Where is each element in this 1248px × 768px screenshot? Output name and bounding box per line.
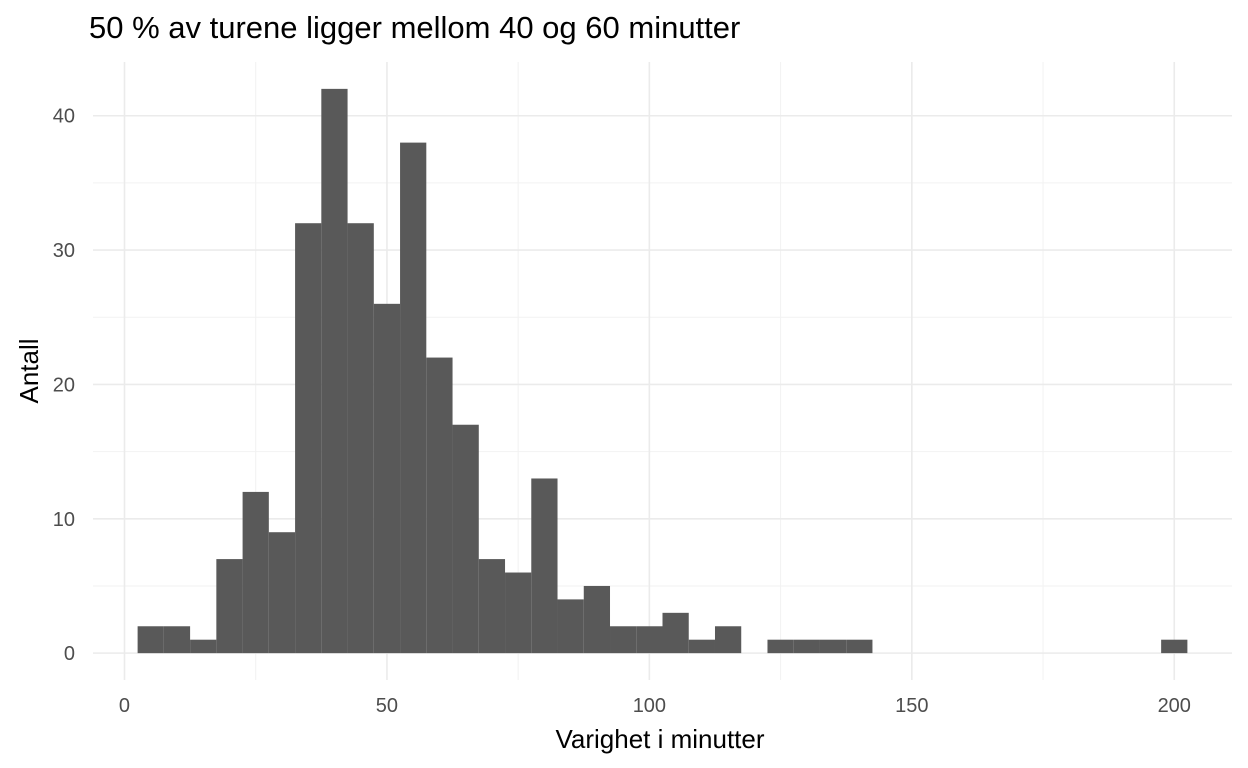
chart-title: 50 % av turene ligger mellom 40 og 60 mi… xyxy=(89,10,741,45)
histogram-bar xyxy=(819,639,847,654)
x-tick-label: 0 xyxy=(119,695,130,717)
histogram-bar xyxy=(242,491,269,654)
y-axis-title: Antall xyxy=(14,338,44,403)
y-axis-tick-labels: 0 10 20 30 40 xyxy=(53,106,75,665)
y-tick-label: 0 xyxy=(64,643,75,665)
y-tick-label: 30 xyxy=(53,240,75,262)
histogram-bar xyxy=(373,303,401,654)
histogram-bar xyxy=(400,142,427,654)
histogram-bar xyxy=(557,599,584,654)
histogram-bar xyxy=(636,626,663,654)
histogram-bar xyxy=(268,532,296,654)
histogram-bar xyxy=(190,639,217,654)
y-tick-label: 10 xyxy=(53,509,75,531)
minor-gridlines xyxy=(93,62,1232,680)
x-tick-label: 100 xyxy=(633,695,666,717)
y-tick-label: 40 xyxy=(53,106,75,128)
histogram-bar xyxy=(505,572,532,654)
x-axis-title: Varighet i minutter xyxy=(555,724,764,754)
histogram-bar xyxy=(321,88,348,654)
histogram-bar xyxy=(610,626,637,654)
x-axis-tick-labels: 0 50 100 150 200 xyxy=(119,695,1191,717)
x-tick-label: 200 xyxy=(1158,695,1191,717)
histogram-bar xyxy=(426,357,453,654)
histogram-bar xyxy=(767,639,794,654)
histogram-bar xyxy=(478,559,506,654)
y-tick-label: 20 xyxy=(53,374,75,396)
x-tick-label: 150 xyxy=(895,695,928,717)
histogram-bar xyxy=(714,626,742,654)
histogram-bar xyxy=(163,626,191,654)
histogram-bar xyxy=(216,559,243,654)
histogram-bar xyxy=(662,612,689,654)
histogram-bar xyxy=(846,639,873,654)
histogram-bar xyxy=(583,585,611,654)
histogram-bar xyxy=(793,639,820,654)
histogram-bar xyxy=(347,223,374,654)
histogram-bar xyxy=(688,639,715,654)
histogram-bar xyxy=(452,424,479,654)
histogram-bar xyxy=(137,626,164,654)
histogram-bar xyxy=(531,478,558,654)
histogram-bars xyxy=(137,88,1188,654)
histogram-bar xyxy=(295,223,322,654)
x-tick-label: 50 xyxy=(376,695,398,717)
histogram-bar xyxy=(1161,639,1188,654)
